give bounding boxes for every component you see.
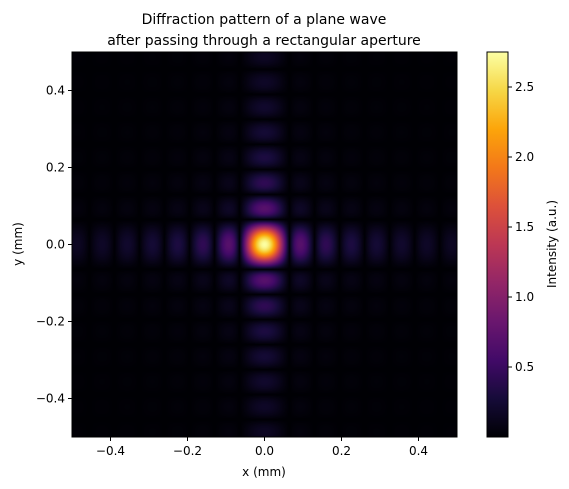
y-tick-label: −0.4: [36, 392, 65, 406]
y-tick-label: 0.0: [46, 238, 65, 252]
y-tick-label: −0.2: [36, 315, 65, 329]
x-tick-label: 0.0: [255, 444, 274, 458]
heatmap-image-wrapper: [72, 52, 457, 437]
colorbar-tick-label: 2.5: [515, 80, 534, 94]
colorbar-label: Intensity (a.u.): [545, 200, 559, 288]
y-tick-label: 0.2: [46, 161, 65, 175]
colorbar-ticks: 0.5 1.0 1.5 2.0 2.5: [508, 80, 534, 374]
y-tick-label: 0.4: [46, 84, 65, 98]
x-tick-label: −0.2: [173, 444, 202, 458]
y-axis-ticks: −0.4 −0.2 0.0 0.2 0.4: [36, 84, 72, 406]
x-tick-label: 0.2: [332, 444, 351, 458]
colorbar-tick-label: 0.5: [515, 360, 534, 374]
colorbar-tick-label: 1.0: [515, 290, 534, 304]
colorbar-tick-label: 2.0: [515, 150, 534, 164]
x-tick-label: −0.4: [96, 444, 125, 458]
colorbar-tick-label: 1.5: [515, 220, 534, 234]
x-axis-ticks: −0.4 −0.2 0.0 0.2 0.4: [96, 437, 428, 458]
x-axis-label: x (mm): [242, 465, 286, 479]
chart-title: Diffraction pattern of a plane wave: [142, 12, 387, 28]
heatmap-image: [72, 52, 457, 437]
colorbar: [486, 51, 509, 438]
y-axis-label: y (mm): [11, 222, 25, 266]
chart-subtitle: after passing through a rectangular aper…: [107, 33, 421, 49]
x-tick-label: 0.4: [409, 444, 428, 458]
